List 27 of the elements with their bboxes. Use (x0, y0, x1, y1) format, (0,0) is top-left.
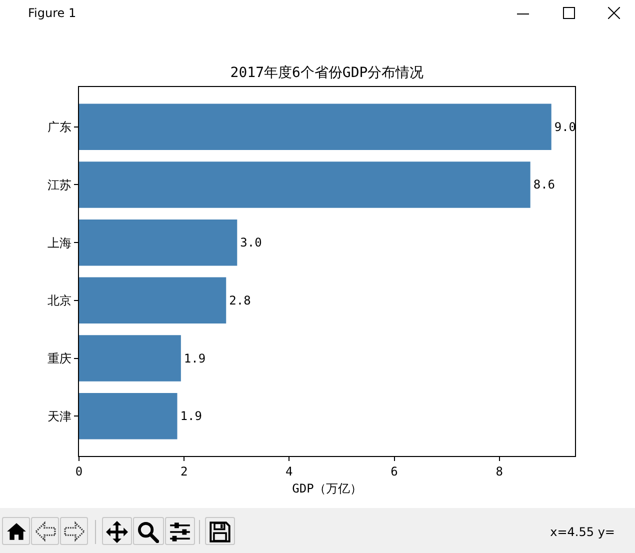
window-title: Figure 1 (28, 6, 76, 20)
data-label: 1.9 (180, 409, 202, 424)
y-tick-label: 广东 (48, 120, 72, 134)
y-tick-label: 北京 (48, 294, 72, 308)
bar (79, 277, 226, 324)
bar (79, 104, 552, 150)
bar (79, 335, 181, 382)
x-tick-label: 8 (496, 464, 503, 478)
x-tick-label: 0 (75, 464, 83, 478)
bar (79, 219, 238, 266)
y-tick-label: 重庆 (48, 351, 72, 366)
x-tick-label: 2 (180, 464, 188, 478)
status-text: x=4.55 y= (550, 525, 615, 539)
data-label: 8.6 (533, 178, 556, 192)
data-label: 3.0 (240, 236, 262, 250)
x-tick-label: 6 (390, 464, 398, 478)
x-axis-title: GDP（万亿） (292, 481, 362, 496)
bar (79, 392, 178, 440)
x-tick-label: 4 (286, 464, 293, 478)
y-tick-label: 上海 (48, 236, 72, 250)
y-tick-label: 江苏 (48, 178, 72, 192)
data-label: 1.9 (184, 351, 206, 366)
data-label: 9.0 (554, 120, 576, 134)
chart-title: 2017年度6个省份GDP分布情况 (230, 64, 424, 81)
y-tick-label: 天津 (48, 409, 72, 424)
bar (79, 162, 530, 208)
data-label: 2.8 (229, 293, 251, 308)
